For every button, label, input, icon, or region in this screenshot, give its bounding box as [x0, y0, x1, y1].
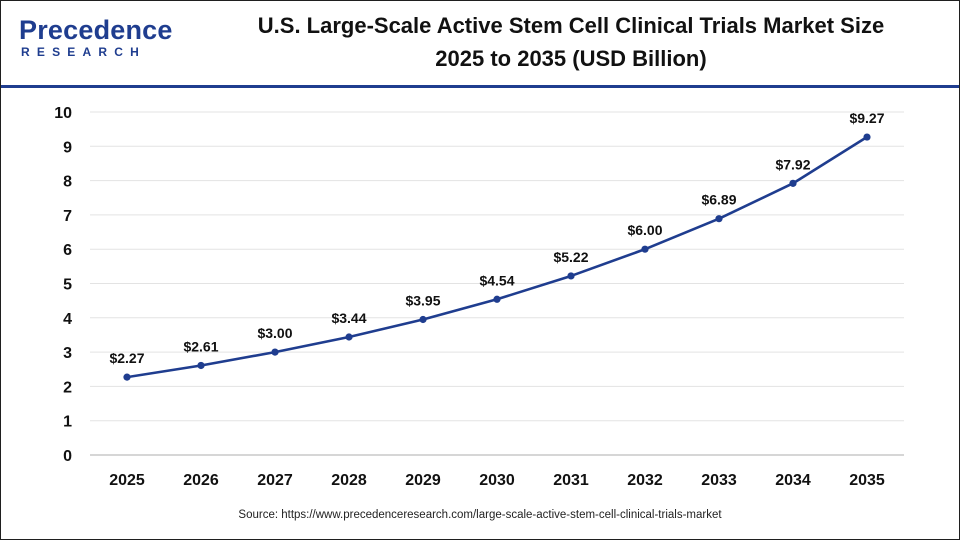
chart-title-line-1: U.S. Large-Scale Active Stem Cell Clinic… [257, 13, 885, 38]
y-tick-label: 4 [63, 311, 72, 328]
x-tick-label: 2028 [331, 472, 367, 489]
data-point [419, 315, 427, 324]
y-tick-label: 8 [63, 174, 72, 191]
x-tick-label: 2030 [479, 472, 515, 489]
data-label: $4.54 [479, 272, 514, 288]
brand-logo-word: Precedence [19, 15, 173, 45]
y-tick-label: 1 [63, 414, 72, 431]
y-tick-label: 3 [63, 345, 72, 362]
x-tick-label: 2029 [405, 472, 441, 489]
data-point [863, 133, 871, 141]
y-tick-label: 5 [63, 277, 72, 294]
header: Precedence RESEARCH U.S. Large-Scale Act… [1, 1, 959, 85]
y-tick-label: 0 [63, 448, 72, 465]
data-label: $7.92 [775, 156, 810, 172]
x-tick-label: 2035 [849, 472, 885, 489]
line-chart: 0 1 2 3 4 5 6 7 8 9 10 2025 2026 2027 2028 2029 2030 2031… [54, 105, 904, 489]
y-tick-label: 2 [63, 379, 72, 396]
data-point [345, 333, 353, 341]
brand-logo: Precedence RESEARCH [19, 15, 172, 67]
data-point [271, 348, 279, 356]
x-tick-label: 2033 [701, 472, 737, 489]
data-label: $5.22 [553, 249, 588, 265]
plot-area: 0 1 2 3 4 5 6 7 8 9 10 2025 2026 2027 2028 2029 2030 2031… [0, 88, 960, 508]
data-label: $2.27 [109, 350, 144, 366]
data-point [567, 272, 575, 280]
x-tick-label: 2025 [109, 472, 145, 489]
data-label: $3.44 [331, 310, 366, 326]
x-tick-label: 2026 [183, 472, 219, 489]
data-label: $2.61 [183, 338, 218, 354]
y-tick-label: 10 [54, 105, 72, 122]
x-tick-label: 2034 [775, 472, 811, 489]
x-tick-label: 2027 [257, 472, 293, 489]
y-tick-label: 9 [63, 139, 72, 156]
y-tick-label: 6 [63, 242, 72, 259]
data-label: $3.95 [405, 293, 440, 309]
data-point [789, 179, 797, 187]
header-divider [1, 85, 959, 88]
data-point [197, 361, 205, 370]
data-point [493, 295, 501, 303]
data-label: $3.00 [257, 325, 292, 341]
data-point [715, 215, 723, 223]
chart-title: U.S. Large-Scale Active Stem Cell Clinic… [211, 9, 931, 75]
chart-title-line-2: 2025 to 2035 (USD Billion) [435, 46, 707, 71]
series-line [126, 135, 868, 379]
data-point [123, 373, 131, 381]
brand-logo-sub: RESEARCH [21, 45, 146, 59]
data-point [641, 245, 649, 253]
source-note: Source: https://www.precedenceresearch.c… [238, 509, 722, 521]
data-label: $6.89 [701, 192, 736, 208]
x-tick-label: 2032 [627, 472, 663, 489]
x-tick-label: 2031 [553, 472, 589, 489]
data-label: $9.27 [849, 110, 884, 126]
y-tick-label: 7 [63, 208, 72, 225]
data-label: $6.00 [627, 222, 662, 238]
